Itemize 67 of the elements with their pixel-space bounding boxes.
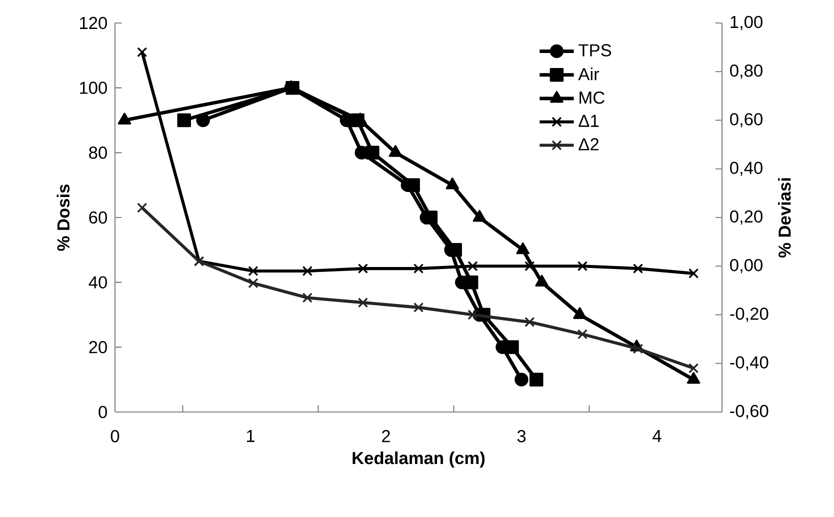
point [577, 261, 588, 272]
point [468, 261, 478, 272]
x-tick-label: 4 [652, 430, 662, 442]
point [686, 372, 700, 384]
point [688, 268, 699, 279]
point [118, 112, 132, 124]
y2-tick-label: -0,60 [730, 404, 768, 420]
point [136, 202, 148, 213]
point [524, 316, 535, 328]
point [358, 297, 368, 308]
point [464, 275, 478, 290]
legend-label: TPS [578, 44, 612, 56]
point [413, 263, 424, 274]
point [516, 242, 530, 254]
point [248, 278, 258, 288]
point [524, 261, 535, 272]
point [577, 329, 588, 340]
point [632, 263, 644, 274]
legend-label: Δ1 [578, 114, 599, 127]
y-tick-label: 120 [80, 16, 107, 30]
point [358, 263, 368, 274]
x-tick-label: 3 [517, 430, 526, 442]
x-tick-label: 2 [382, 430, 390, 442]
point [302, 292, 313, 303]
point [505, 340, 519, 354]
point [196, 113, 210, 128]
point [468, 310, 478, 320]
point [530, 372, 544, 386]
point [248, 266, 258, 276]
y-tick-label: 60 [89, 211, 107, 224]
point [688, 363, 699, 374]
y2-tick-label: 0,00 [730, 258, 762, 274]
point [388, 145, 402, 157]
y-tick-label: 0 [98, 406, 107, 418]
point [448, 243, 462, 257]
y2-tick-label: 0,20 [730, 210, 762, 225]
point [136, 47, 148, 58]
point [573, 307, 586, 319]
y-axis-title: % Dosis [56, 184, 70, 251]
point [413, 302, 424, 313]
point [472, 210, 486, 222]
y-tick-label: 40 [88, 276, 107, 288]
y2-axis-title: % Deviasi [778, 178, 791, 258]
point [424, 210, 438, 224]
y2-tick-label: 0,60 [730, 113, 762, 128]
x-axis-title: Kedalaman (cm) [352, 451, 485, 468]
point [514, 372, 528, 386]
point [302, 266, 313, 276]
y-tick-label: 20 [89, 341, 107, 354]
point [446, 178, 460, 190]
legend-label: Air [578, 68, 600, 80]
y2-tick-label: 1,00 [730, 16, 762, 30]
point [632, 344, 644, 354]
y2-tick-label: -0,40 [730, 356, 768, 371]
y-tick-label: 100 [80, 82, 107, 94]
point [366, 146, 380, 160]
y-tick-label: 80 [89, 146, 107, 159]
y2-tick-label: 0,40 [730, 162, 762, 176]
y2-tick-label: 0,80 [730, 64, 762, 79]
point [406, 178, 420, 192]
x-tick-label: 0 [110, 430, 120, 442]
y2-tick-label: -0,20 [730, 308, 768, 322]
x-tick-label: 1 [246, 430, 254, 442]
legend-label: MC [580, 91, 604, 104]
point [177, 113, 191, 128]
point [535, 274, 548, 287]
legend-label: Δ2 [578, 138, 599, 150]
